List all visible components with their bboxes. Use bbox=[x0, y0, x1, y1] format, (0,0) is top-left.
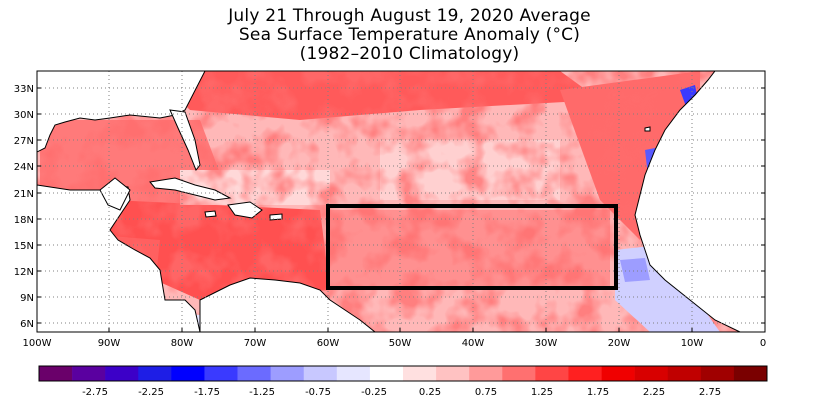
colorbar-label-n2-75: -2.75 bbox=[82, 387, 108, 398]
lon-label-20w: 20W bbox=[608, 338, 631, 349]
highlight-box bbox=[326, 204, 618, 290]
hispaniola bbox=[227, 201, 263, 219]
land bbox=[37, 71, 765, 332]
colorbar-swatch bbox=[204, 366, 238, 381]
colorbar-frame bbox=[38, 365, 768, 382]
lon-label-50w: 50W bbox=[389, 338, 412, 349]
title-line-1: July 21 Through August 19, 2020 Average bbox=[228, 6, 591, 26]
title-line-2: Sea Surface Temperature Anomaly (°C) bbox=[238, 25, 581, 45]
lon-label-40w: 40W bbox=[462, 338, 485, 349]
colorbar-swatch bbox=[733, 366, 768, 381]
colorbar-label-1-25: 1.25 bbox=[531, 387, 553, 398]
colorbar-label-1-75: 1.75 bbox=[587, 387, 609, 398]
yucatan bbox=[99, 177, 131, 211]
colorbar-swatch bbox=[105, 366, 139, 381]
colorbar-swatch bbox=[336, 366, 371, 381]
lat-label-12n: 12N bbox=[14, 267, 34, 278]
colorbar-label-2-25: 2.25 bbox=[643, 387, 665, 398]
colorbar-swatch bbox=[403, 366, 437, 381]
lat-label-15n: 15N bbox=[14, 241, 34, 252]
lon-label-100w: 100W bbox=[23, 338, 52, 349]
graticule bbox=[37, 71, 765, 332]
colorbar-label-n0-25: -0.25 bbox=[361, 387, 387, 398]
lon-label-60w: 60W bbox=[317, 338, 340, 349]
colorbar-swatch bbox=[72, 366, 106, 381]
colorbar-swatch bbox=[601, 366, 635, 381]
colorbar-swatch bbox=[171, 366, 205, 381]
lat-label-30n: 30N bbox=[14, 110, 34, 121]
title-line-3: (1982–2010 Climatology) bbox=[299, 44, 520, 64]
lon-label-90w: 90W bbox=[98, 338, 121, 349]
colorbar-swatch bbox=[469, 366, 503, 381]
colorbar-swatch bbox=[303, 366, 338, 381]
south-america bbox=[199, 277, 376, 332]
colorbar-swatch bbox=[138, 366, 172, 381]
lon-label-30w: 30W bbox=[535, 338, 558, 349]
colorbar-label-n2-25: -2.25 bbox=[138, 387, 164, 398]
plot-frame bbox=[36, 70, 766, 333]
lon-label-10w: 10W bbox=[681, 338, 704, 349]
colorbar-label-n1-25: -1.25 bbox=[249, 387, 275, 398]
jamaica bbox=[204, 210, 217, 218]
colorbar-label-0-75: 0.75 bbox=[475, 387, 497, 398]
cool-core-east bbox=[620, 258, 650, 282]
colorbar-label-n1-75: -1.75 bbox=[194, 387, 220, 398]
colorbar-swatch bbox=[270, 366, 305, 381]
africa bbox=[634, 71, 765, 332]
colorbar-label-0-25: 0.25 bbox=[419, 387, 441, 398]
lon-label-0: 0 bbox=[760, 338, 766, 349]
colorbar-swatch bbox=[502, 366, 536, 381]
puerto-rico bbox=[269, 213, 283, 221]
lat-label-33n: 33N bbox=[14, 84, 34, 95]
colorbar-swatch bbox=[700, 366, 735, 381]
canary-islands bbox=[644, 126, 651, 132]
lon-label-80w: 80W bbox=[171, 338, 194, 349]
lat-label-18n: 18N bbox=[14, 215, 34, 226]
cuba bbox=[149, 177, 232, 201]
lat-label-24n: 24N bbox=[14, 162, 34, 173]
colorbar-label-2-75: 2.75 bbox=[699, 387, 721, 398]
colorbar-swatch bbox=[634, 366, 669, 381]
lat-label-9n: 9N bbox=[20, 293, 34, 304]
lon-axis: 100W 90W 80W 70W 60W 50W 40W 30W 20W 10W… bbox=[23, 328, 766, 349]
colorbar bbox=[38, 365, 768, 382]
colorbar-swatch bbox=[237, 366, 271, 381]
colorbar-swatch bbox=[667, 366, 702, 381]
colorbar-swatch bbox=[436, 366, 470, 381]
lon-label-70w: 70W bbox=[244, 338, 267, 349]
colorbar-swatch bbox=[39, 366, 73, 381]
colorbar-swatch bbox=[535, 366, 569, 381]
lat-label-21n: 21N bbox=[14, 189, 34, 200]
colorbar-swatch bbox=[568, 366, 602, 381]
colorbar-label-n0-75: -0.75 bbox=[305, 387, 331, 398]
lat-axis: 33N 30N 27N 24N 21N 18N 15N 12N 9N 6N bbox=[14, 84, 765, 330]
colorbar-labels: -2.75 -2.25 -1.75 -1.25 -0.75 -0.25 0.25… bbox=[82, 387, 721, 398]
lat-label-27n: 27N bbox=[14, 136, 34, 147]
sst-anomaly-field bbox=[37, 71, 765, 332]
lat-label-6n: 6N bbox=[20, 319, 34, 330]
colorbar-swatch bbox=[369, 366, 404, 381]
